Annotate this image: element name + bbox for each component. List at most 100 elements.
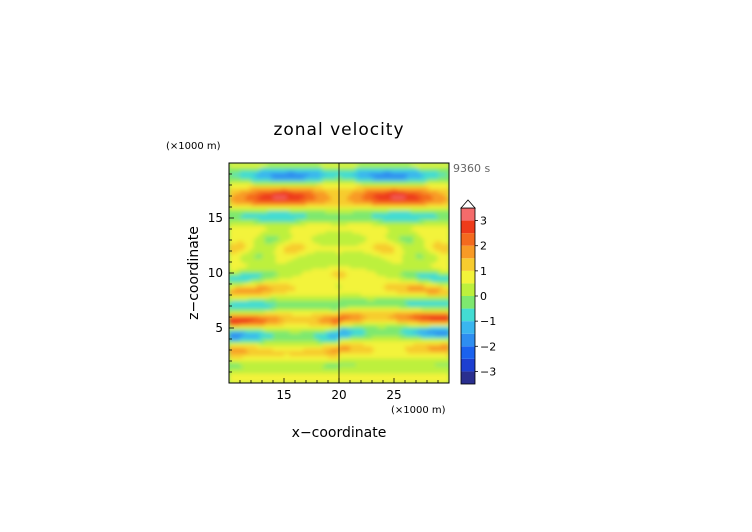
field-cell: [240, 378, 244, 382]
field-cell: [355, 163, 359, 167]
field-cell: [317, 340, 321, 344]
field-cell: [284, 265, 288, 269]
field-cell: [328, 350, 332, 354]
field-cell: [248, 190, 252, 194]
field-cell: [286, 343, 291, 347]
field-cell: [278, 363, 282, 367]
field-cell: [361, 170, 365, 174]
field-cell: [297, 258, 302, 262]
field-cell: [341, 203, 346, 207]
field-cell: [355, 258, 359, 262]
field-cell: [262, 313, 266, 317]
field-cell: [374, 168, 379, 172]
field-cell: [295, 368, 299, 372]
field-cell: [234, 183, 238, 187]
field-cell: [264, 343, 269, 347]
field-cell: [253, 205, 258, 209]
field-cell: [267, 173, 271, 177]
field-cell: [306, 173, 310, 177]
field-cell: [314, 223, 318, 227]
field-cell: [352, 325, 357, 329]
field-cell: [322, 218, 326, 222]
field-cell: [322, 280, 326, 284]
field-cell: [372, 318, 376, 322]
field-cell: [229, 328, 233, 332]
field-cell: [344, 188, 348, 192]
field-cell: [256, 208, 260, 212]
field-cell: [317, 228, 321, 232]
field-cell: [275, 278, 280, 282]
field-cell: [308, 165, 313, 169]
field-cell: [286, 225, 291, 229]
field-cell: [275, 240, 280, 244]
field-cell: [284, 360, 288, 364]
field-cell: [377, 325, 381, 329]
field-cell: [355, 275, 359, 279]
field-cell: [262, 198, 266, 202]
field-cell: [297, 293, 302, 297]
field-cell: [369, 373, 373, 377]
field-cell: [251, 350, 255, 354]
field-cell: [248, 380, 252, 383]
field-cell: [278, 338, 282, 342]
field-cell: [366, 170, 370, 174]
field-cell: [355, 278, 359, 282]
field-cell: [347, 168, 351, 172]
field-cell: [284, 333, 288, 337]
field-cell: [314, 213, 318, 217]
field-cell: [275, 375, 280, 379]
field-cell: [251, 230, 255, 234]
field-cell: [264, 173, 269, 177]
field-cell: [361, 205, 365, 209]
field-cell: [292, 290, 296, 294]
field-cell: [322, 275, 326, 279]
field-cell: [358, 320, 362, 324]
field-cell: [289, 363, 293, 367]
field-cell: [355, 378, 359, 382]
field-cell: [366, 233, 370, 237]
field-cell: [259, 208, 263, 212]
field-cell: [308, 188, 313, 192]
field-cell: [297, 310, 302, 314]
field-cell: [295, 245, 299, 249]
field-cell: [361, 320, 365, 324]
field-cell: [229, 173, 233, 177]
field-cell: [251, 325, 255, 329]
field-cell: [259, 258, 263, 262]
field-cell: [289, 180, 293, 184]
field-cell: [355, 338, 359, 342]
field-cell: [278, 260, 282, 264]
field-cell: [284, 260, 288, 264]
field-cell: [328, 218, 332, 222]
field-cell: [245, 220, 249, 224]
field-cell: [259, 185, 263, 189]
field-cell: [229, 295, 233, 299]
field-cell: [314, 360, 318, 364]
field-cell: [240, 205, 244, 209]
field-cell: [289, 283, 293, 287]
field-cell: [380, 313, 384, 317]
field-cell: [242, 303, 247, 307]
field-cell: [245, 330, 249, 334]
field-cell: [253, 228, 258, 232]
field-cell: [289, 275, 293, 279]
field-cell: [333, 320, 337, 324]
field-cell: [366, 345, 370, 349]
field-cell: [286, 183, 291, 187]
field-cell: [237, 248, 241, 252]
field-cell: [369, 343, 373, 347]
field-cell: [292, 365, 296, 369]
field-cell: [281, 183, 285, 187]
field-cell: [377, 195, 381, 199]
field-cell: [275, 170, 280, 174]
field-cell: [275, 198, 280, 202]
field-cell: [248, 183, 252, 187]
field-cell: [363, 278, 368, 282]
field-cell: [358, 283, 362, 287]
field-cell: [347, 348, 351, 352]
field-cell: [355, 208, 359, 212]
field-cell: [333, 235, 337, 239]
field-cell: [259, 345, 263, 349]
field-cell: [341, 265, 346, 269]
field-cell: [245, 375, 249, 379]
